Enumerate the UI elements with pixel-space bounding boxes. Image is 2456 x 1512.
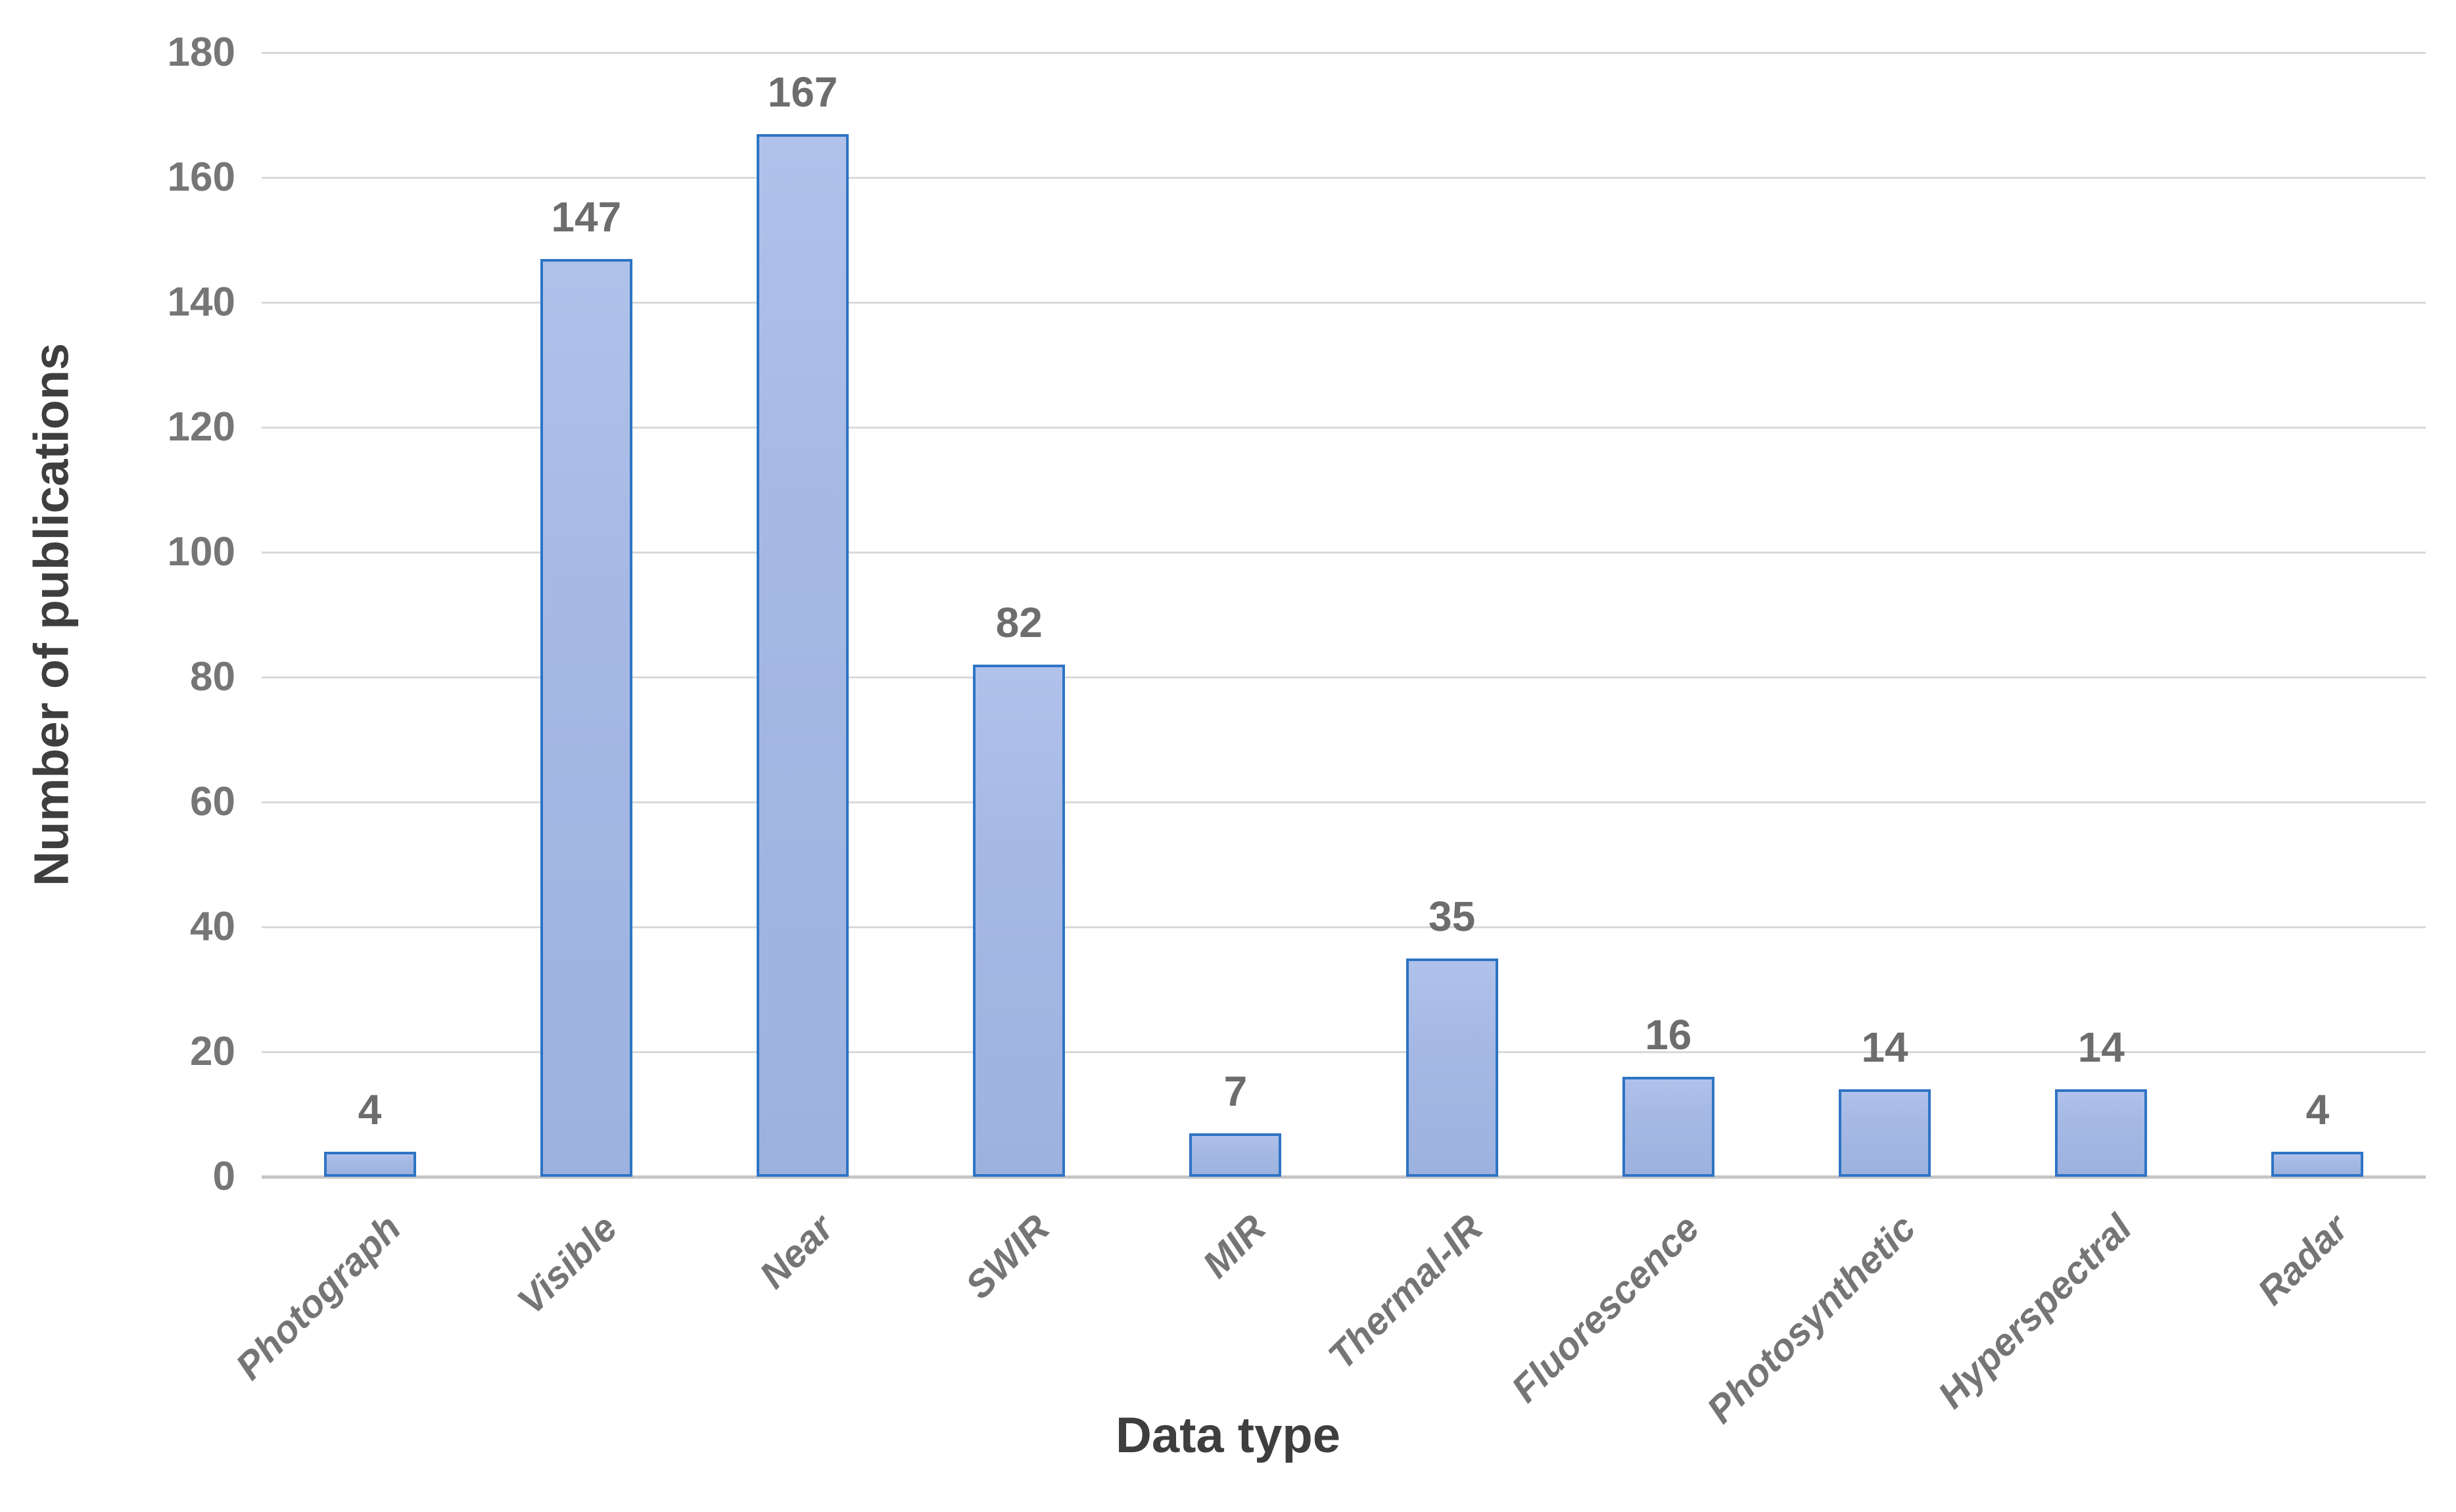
bar xyxy=(323,1152,416,1177)
bar xyxy=(540,258,632,1177)
bar xyxy=(1839,1089,1931,1177)
y-tick-label: 60 xyxy=(190,779,235,824)
bar-value-label: 16 xyxy=(1645,1011,1692,1058)
bar xyxy=(1405,958,1498,1177)
gridline xyxy=(262,426,2426,429)
bar-value-label: 7 xyxy=(1223,1067,1248,1115)
x-axis-title: Data type xyxy=(1115,1407,1341,1463)
bar xyxy=(973,665,1066,1177)
y-tick-label: 40 xyxy=(190,904,235,949)
gridline xyxy=(262,926,2426,928)
gridline xyxy=(262,1051,2426,1053)
y-tick-label: 100 xyxy=(167,529,235,575)
bar-value-label: 4 xyxy=(2305,1086,2330,1133)
bar-value-label: 167 xyxy=(767,68,838,116)
gridline xyxy=(262,301,2426,304)
y-tick-label: 160 xyxy=(167,154,235,200)
bar-value-label: 35 xyxy=(1429,892,1476,940)
x-axis-line xyxy=(262,1175,2426,1179)
y-tick-label: 180 xyxy=(167,30,235,75)
y-tick-label: 80 xyxy=(190,654,235,699)
x-category-label: Radar xyxy=(2250,1206,2357,1313)
bar xyxy=(757,133,849,1177)
bar xyxy=(2055,1089,2148,1177)
gridline xyxy=(262,801,2426,803)
gridline xyxy=(262,51,2426,54)
bar xyxy=(1189,1133,1282,1177)
bar-value-label: 4 xyxy=(358,1086,382,1133)
y-tick-label: 0 xyxy=(212,1154,235,1199)
y-tick-label: 120 xyxy=(167,404,235,450)
gridline xyxy=(262,551,2426,554)
gridline xyxy=(262,176,2426,179)
bar xyxy=(2271,1152,2364,1177)
gridline xyxy=(262,676,2426,678)
bar-value-label: 82 xyxy=(995,599,1043,646)
y-tick-label: 140 xyxy=(167,279,235,325)
bar-value-label: 14 xyxy=(2077,1024,2125,1071)
bar-value-label: 147 xyxy=(551,193,622,241)
bar xyxy=(1622,1077,1714,1177)
bar-value-label: 14 xyxy=(1861,1024,1908,1071)
y-tick-label: 20 xyxy=(190,1029,235,1074)
